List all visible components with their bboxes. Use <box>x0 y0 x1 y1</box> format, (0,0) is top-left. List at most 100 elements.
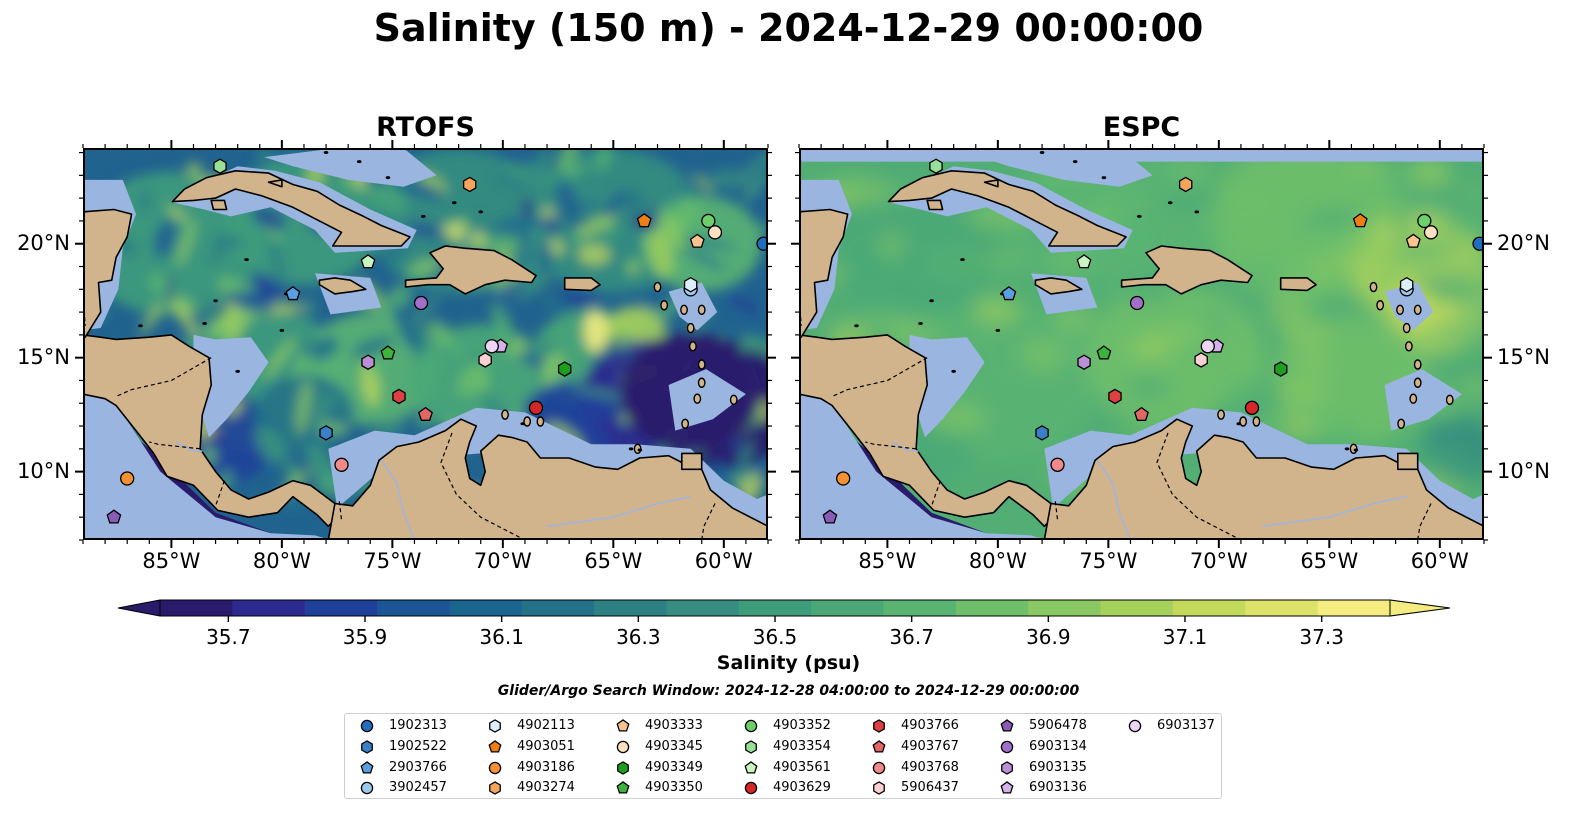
lon-tick-label: 80°W <box>968 549 1027 573</box>
landmass-central <box>801 334 1059 528</box>
legend-item-label: 4903051 <box>517 738 575 754</box>
landmass-trinidad <box>1396 452 1419 471</box>
float-4903629-marker <box>528 400 544 415</box>
landmass-southAm <box>327 418 766 538</box>
colorbar-tick-label: 35.7 <box>206 625 251 649</box>
float-5906437-marker <box>1194 352 1208 368</box>
lon-tick-label: 85°W <box>858 549 917 573</box>
float-4902113-marker <box>683 276 698 293</box>
float-4903186-marker <box>120 471 135 486</box>
pentagon-marker-icon <box>872 739 886 753</box>
float-1902522-marker <box>319 425 333 441</box>
float-4903051-marker <box>636 213 652 228</box>
legend-item-label: 4903333 <box>645 718 703 733</box>
landmass-central <box>85 334 343 528</box>
map-panel-rtofs[interactable] <box>83 148 768 540</box>
float-5906437-marker <box>478 352 492 368</box>
lon-tick-label: 60°W <box>694 549 753 573</box>
circle-marker-icon <box>744 719 758 733</box>
float-5906478-marker <box>106 509 122 524</box>
colorbar-tick-label: 36.3 <box>616 625 661 649</box>
hexagon-marker-icon <box>873 719 885 733</box>
hexagon-marker-icon <box>745 739 757 754</box>
land <box>801 151 1482 538</box>
legend-item-label: 4903768 <box>901 759 959 775</box>
legend-item-label: 4903345 <box>645 738 703 754</box>
colorbar-tick-label: 36.9 <box>1026 625 1071 649</box>
circle-marker-icon <box>616 740 630 754</box>
float-markers <box>106 158 766 524</box>
colorbar-segment <box>1100 600 1174 616</box>
float-4903349-marker <box>557 361 572 377</box>
colorbar-segment <box>883 600 957 616</box>
legend-item-label: 1902313 <box>389 718 447 733</box>
float-4903350-marker <box>1096 345 1112 360</box>
float-markers <box>822 158 1482 524</box>
landmass-youth <box>926 199 944 211</box>
float-6903134-marker <box>413 295 429 311</box>
circle-marker-icon <box>360 782 374 795</box>
float-4902113-marker <box>1399 276 1414 293</box>
float-2903766-marker <box>1001 286 1017 301</box>
landmass-hispaniola <box>404 245 537 295</box>
float-4903561-marker <box>360 254 376 269</box>
landmass-jamaica <box>318 277 367 295</box>
legend-item-label: 1902522 <box>389 738 447 754</box>
lat-tick-label: 15°N <box>17 344 70 369</box>
float-4903354-marker <box>929 158 943 175</box>
float-4903629-marker <box>1244 400 1260 415</box>
circle-marker-icon <box>1128 719 1142 733</box>
map-canvas <box>85 150 766 538</box>
lon-tick-label: 70°W <box>1189 549 1248 573</box>
legend-item-label: 3902457 <box>389 780 447 796</box>
legend-item-label: 4903274 <box>517 780 575 796</box>
colorbar-segment <box>955 600 1029 616</box>
float-4903767-marker <box>1134 406 1149 421</box>
colorbar-extend-low <box>117 599 161 617</box>
lat-tick-label: 20°N <box>1497 230 1550 255</box>
hexagon-marker-icon <box>873 781 885 796</box>
hexagon-marker-icon <box>1001 760 1013 775</box>
colorbar-tick-label: 36.1 <box>479 625 524 649</box>
colorbar-extend-high <box>1389 599 1451 617</box>
legend-item-label: 6903137 <box>1157 718 1215 733</box>
float-6903137-marker <box>1200 339 1215 354</box>
panel-title-espc: ESPC <box>1102 112 1181 143</box>
float-1902522-marker <box>1035 425 1049 441</box>
legend-item-label: 4903767 <box>901 738 959 754</box>
float-4903352-marker <box>701 213 716 229</box>
circle-marker-icon <box>1000 740 1014 754</box>
float-6903134-marker <box>1129 295 1145 311</box>
colorbar-segment <box>449 600 523 616</box>
legend-item-label: 2903766 <box>389 759 447 775</box>
colorbar-segment <box>521 600 595 616</box>
figure-title: Salinity (150 m) - 2024-12-29 00:00:00 <box>373 6 1204 50</box>
colorbar-tick-label: 36.7 <box>889 625 934 649</box>
landmass-jamaica <box>1034 277 1083 295</box>
land <box>85 151 766 538</box>
landmass-island <box>983 179 999 188</box>
pentagon-marker-icon <box>744 760 758 774</box>
float-4903350-marker <box>380 345 396 360</box>
pentagon-marker-icon <box>1000 781 1014 794</box>
float-4903766-marker <box>1108 388 1122 405</box>
lon-tick-label: 60°W <box>1410 549 1469 573</box>
map-panel-espc[interactable] <box>799 148 1484 540</box>
panel-title-rtofs: RTOFS <box>376 112 475 143</box>
float-5906478-marker <box>822 509 838 524</box>
colorbar-segment <box>160 600 233 616</box>
colorbar-tick-label: 36.5 <box>753 625 798 649</box>
pentagon-marker-icon <box>1000 719 1014 732</box>
float-1902313-marker <box>1472 236 1482 251</box>
legend-item-label: 4903354 <box>773 738 831 754</box>
landmass-southAm <box>1043 418 1482 538</box>
legend-item-label: 4902113 <box>517 718 575 733</box>
colorbar-label: Salinity (psu) <box>716 652 861 674</box>
landmass-cuba <box>887 169 1127 247</box>
legend-item-label: 4903766 <box>901 718 959 733</box>
colorbar-segment <box>1028 600 1102 616</box>
pentagon-marker-icon <box>360 760 374 774</box>
circle-marker-icon <box>360 719 374 733</box>
float-6903135-marker <box>1077 354 1091 371</box>
colorbar: 35.7 35.9 36.1 36.3 36.5 36.7 36.9 37.1 37.3 <box>117 599 1451 649</box>
